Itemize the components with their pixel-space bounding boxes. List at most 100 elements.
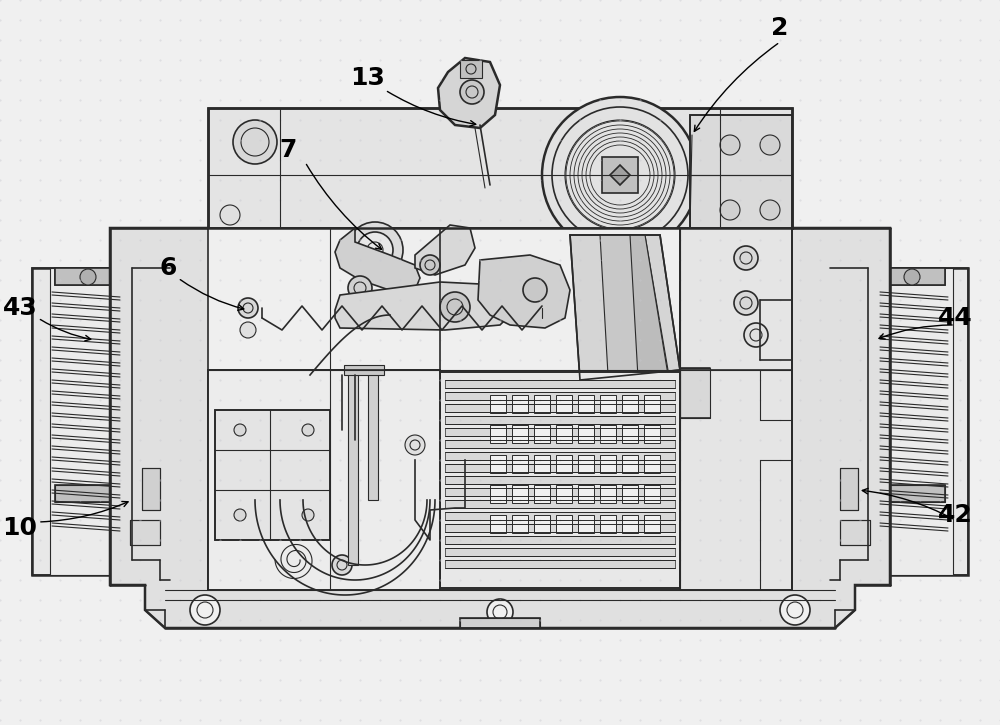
Bar (556, 485, 572, 503)
Bar (55, 485, 122, 502)
Polygon shape (445, 464, 675, 472)
Bar (208, 370, 440, 590)
Circle shape (240, 322, 256, 338)
Bar (644, 515, 660, 533)
Circle shape (347, 222, 403, 278)
Bar (622, 395, 638, 413)
Polygon shape (438, 58, 500, 128)
Polygon shape (602, 157, 638, 193)
Bar (644, 395, 660, 413)
Bar (556, 395, 572, 413)
Bar (534, 395, 550, 413)
Bar (690, 115, 792, 228)
Text: 6: 6 (159, 256, 177, 280)
Text: 7: 7 (279, 138, 297, 162)
Bar (622, 455, 638, 473)
Circle shape (385, 302, 405, 322)
Circle shape (760, 205, 780, 225)
Bar (622, 425, 638, 443)
Bar (850, 385, 870, 465)
Text: 13: 13 (351, 66, 385, 90)
Polygon shape (460, 618, 540, 628)
Polygon shape (445, 428, 675, 436)
Circle shape (523, 278, 547, 302)
Circle shape (734, 246, 758, 270)
Circle shape (234, 509, 246, 521)
Bar (534, 425, 550, 443)
Polygon shape (445, 548, 675, 556)
Bar (460, 60, 482, 78)
Bar (50, 268, 125, 575)
Bar (878, 268, 945, 285)
Bar (850, 370, 870, 385)
Polygon shape (55, 268, 122, 285)
Polygon shape (445, 416, 675, 424)
Circle shape (734, 291, 758, 315)
Bar (556, 425, 572, 443)
Bar (680, 368, 710, 418)
Bar (850, 465, 870, 485)
Bar (600, 395, 616, 413)
Text: 42: 42 (938, 503, 972, 527)
Bar (512, 515, 528, 533)
Polygon shape (445, 512, 675, 520)
Text: 44: 44 (938, 306, 972, 330)
Polygon shape (335, 282, 510, 330)
Bar (878, 485, 945, 502)
Circle shape (234, 424, 246, 436)
Polygon shape (445, 500, 675, 508)
Circle shape (332, 555, 352, 575)
Bar (440, 372, 680, 588)
Circle shape (348, 276, 372, 300)
Text: 10: 10 (2, 516, 38, 540)
Circle shape (780, 595, 810, 625)
Bar (344, 365, 384, 375)
Bar (556, 515, 572, 533)
Circle shape (440, 292, 470, 322)
Polygon shape (840, 520, 870, 545)
Bar (512, 485, 528, 503)
Polygon shape (110, 228, 890, 628)
Polygon shape (440, 372, 680, 588)
Bar (490, 485, 506, 503)
Circle shape (405, 435, 425, 455)
Polygon shape (415, 225, 475, 275)
Polygon shape (445, 440, 675, 448)
Polygon shape (445, 476, 675, 484)
Circle shape (744, 323, 768, 347)
Polygon shape (445, 560, 675, 568)
Polygon shape (130, 520, 160, 545)
Bar (130, 465, 150, 485)
Circle shape (760, 200, 780, 220)
Polygon shape (348, 370, 358, 565)
Polygon shape (445, 488, 675, 496)
Circle shape (723, 120, 767, 164)
Circle shape (720, 200, 740, 220)
Polygon shape (878, 485, 945, 502)
Circle shape (487, 599, 513, 625)
Bar (534, 485, 550, 503)
Bar (858, 268, 968, 575)
Bar (130, 370, 150, 385)
Bar (600, 485, 616, 503)
Bar (534, 455, 550, 473)
Polygon shape (208, 108, 792, 228)
Polygon shape (610, 165, 630, 185)
Bar (600, 425, 616, 443)
Polygon shape (478, 255, 570, 328)
Bar (680, 228, 792, 590)
Bar (622, 515, 638, 533)
Bar (578, 425, 594, 443)
Polygon shape (445, 524, 675, 532)
Polygon shape (368, 370, 378, 500)
Polygon shape (840, 468, 858, 510)
Circle shape (904, 269, 920, 285)
Polygon shape (32, 268, 142, 575)
Circle shape (190, 595, 220, 625)
Bar (840, 468, 858, 510)
Bar (130, 385, 150, 465)
Polygon shape (335, 228, 420, 292)
Bar (208, 108, 792, 228)
Bar (840, 520, 870, 545)
Bar (644, 455, 660, 473)
